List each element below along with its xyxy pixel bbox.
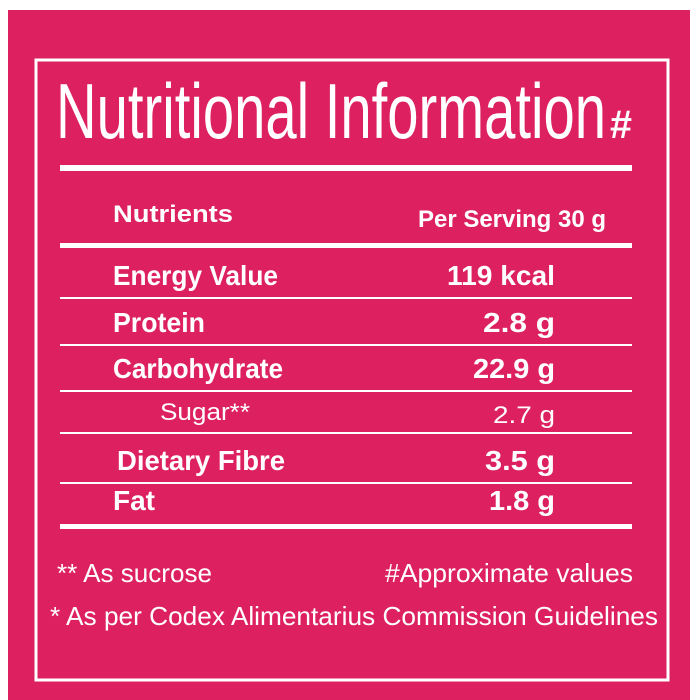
footnote: #Approximate values (385, 558, 633, 588)
title-mark: # (610, 103, 632, 147)
row-divider (60, 432, 632, 434)
nutrient-value: 3.5 g (485, 445, 555, 476)
rule (60, 165, 632, 171)
rule (60, 524, 632, 529)
nutrient-value: 1.8 g (489, 485, 555, 516)
column-header: Nutrients (113, 201, 233, 228)
column-header: Per Serving 30 g (418, 206, 606, 233)
nutrient-name: Fat (113, 485, 155, 516)
nutrient-name: Dietary Fibre (117, 445, 285, 476)
footnote: ** As sucrose (57, 558, 212, 588)
label-border (34, 58, 670, 682)
label-background (8, 10, 690, 700)
row-divider (60, 344, 632, 346)
title: Nutritional Information (56, 67, 606, 155)
nutrient-name: Carbohydrate (113, 353, 283, 384)
nutrient-value: 22.9 g (473, 353, 555, 384)
row-divider (60, 482, 632, 484)
nutrient-value: 2.8 g (483, 307, 555, 338)
nutrient-name: Protein (113, 307, 205, 338)
nutrient-value: 2.7 g (493, 402, 555, 429)
row-divider (60, 390, 632, 392)
row-divider (60, 297, 632, 299)
nutrient-value: 119 kcal (447, 260, 555, 291)
nutrient-name: Energy Value (113, 260, 278, 291)
rule (60, 243, 632, 248)
table-body: Energy Value 119 kcal Protein 2.8 g Carbohyd… (60, 260, 632, 516)
nutrient-name: Sugar** (160, 399, 250, 426)
footnote: * As per Codex Alimentarius Commission G… (50, 601, 658, 631)
